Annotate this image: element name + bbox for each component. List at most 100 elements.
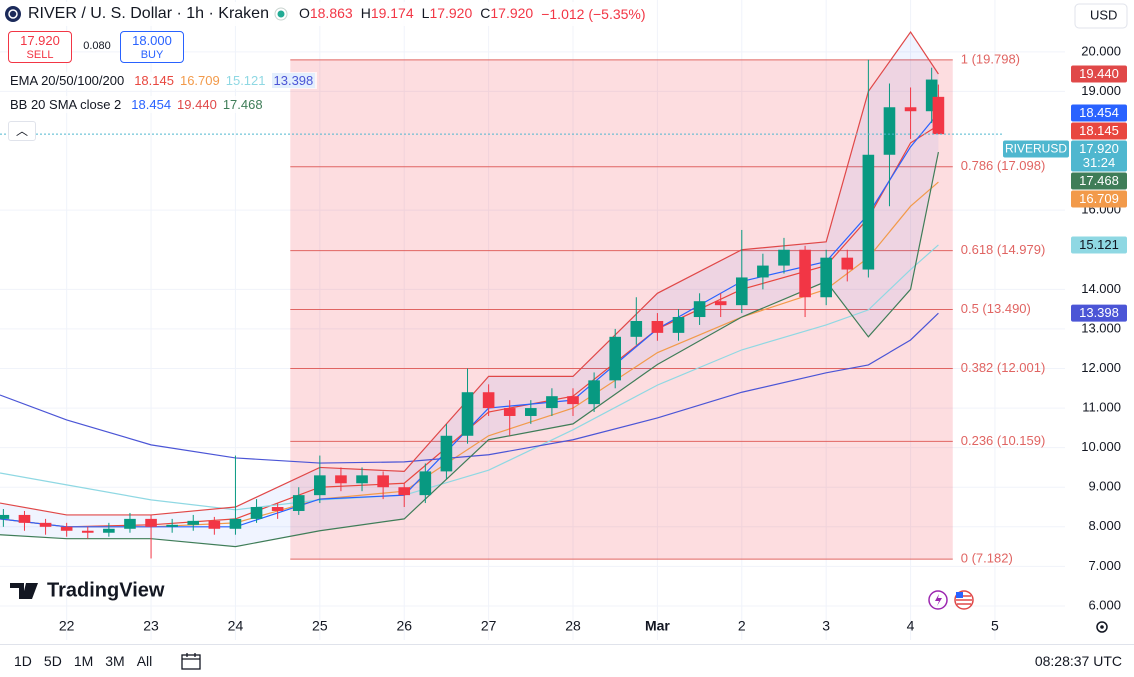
symbol-tag xyxy=(1003,140,1069,158)
candle-body xyxy=(799,249,811,298)
candle-body xyxy=(672,317,685,333)
candle-body xyxy=(18,514,31,523)
price-tag-label: 15.121 xyxy=(1079,237,1119,252)
price-tag-label: 18.145 xyxy=(1079,123,1119,138)
y-tick-label: 12.000 xyxy=(1081,360,1121,375)
candle-body xyxy=(377,475,389,488)
range-button[interactable]: 1M xyxy=(73,653,94,669)
x-tick-label: 27 xyxy=(481,618,497,634)
lightning xyxy=(935,594,942,606)
lightning-icon[interactable] xyxy=(928,590,948,610)
ema-value: 18.145 xyxy=(134,73,174,88)
ohlc-key: O xyxy=(298,5,310,21)
candle-body xyxy=(356,475,368,484)
countdown: 31:24 xyxy=(1083,155,1116,170)
currency-button[interactable] xyxy=(1074,3,1128,29)
price-tag-label: 17.468 xyxy=(1079,173,1119,188)
symbol-icon xyxy=(5,6,21,22)
range-button[interactable]: All xyxy=(136,653,153,669)
candle-body xyxy=(904,107,917,112)
range-button[interactable]: 1D xyxy=(14,653,32,669)
flag-canton xyxy=(956,592,963,598)
sell-label: SELL xyxy=(26,49,54,61)
toolbar: 1D 5D 1M 3M All 08:28:37 UTC xyxy=(0,644,1134,677)
candle-body xyxy=(440,435,453,472)
ohlc: O18.863 H19.174 L17.920 C17.920 xyxy=(291,5,533,23)
buy-button[interactable]: 18.000 BUY xyxy=(120,31,184,63)
range-button[interactable]: 3M xyxy=(105,653,125,669)
spread: 0.080 xyxy=(83,40,111,52)
fib-label: 1 (19.798) xyxy=(961,51,1020,66)
bb-value: 18.454 xyxy=(131,97,172,112)
candle-body xyxy=(271,507,284,511)
x-tick-label: 2 xyxy=(738,618,746,634)
x-tick-label: Mar xyxy=(645,618,670,634)
change: −1.012 (−5.35%) xyxy=(541,6,646,22)
ohlc-value: 18.863 xyxy=(309,5,353,21)
candle-body xyxy=(567,396,579,405)
y-tick-label: 14.000 xyxy=(1081,281,1121,296)
candle-body xyxy=(778,249,790,266)
price-tag-label: 13.398 xyxy=(1079,305,1119,320)
bb-value: 17.468 xyxy=(222,97,263,112)
range-button[interactable]: 5D xyxy=(43,653,62,669)
indicator-line xyxy=(0,312,939,464)
x-tick-label: 26 xyxy=(396,618,412,634)
candle-body xyxy=(820,257,832,298)
candle-body xyxy=(250,507,263,519)
fib-label: 0.5 (13.490) xyxy=(961,301,1031,316)
logo: TradingView xyxy=(10,579,165,601)
candle-body xyxy=(841,257,854,270)
ohlc-item: L17.920 xyxy=(422,5,473,21)
axes: 22 23 24 25 26 27 28 Mar 2 3 4 520.00019.00016.0001… xyxy=(0,43,1127,634)
x-tick-label: 28 xyxy=(565,618,581,634)
candle-body xyxy=(588,380,600,405)
y-tick-label: 8.000 xyxy=(1088,518,1121,533)
fib-retracement: 1 (19.798) 0.786 (17.098) 0.618 (14.979) 0.… xyxy=(290,51,1046,566)
ema-value: 15.121 xyxy=(225,73,266,88)
ohlc-value: 17.920 xyxy=(490,5,534,21)
buy-price: 18.000 xyxy=(132,33,172,48)
status-dot xyxy=(274,7,288,21)
candle-body xyxy=(0,514,10,519)
sell-price: 17.920 xyxy=(20,33,60,48)
calendar-icon[interactable] xyxy=(180,651,202,671)
x-tick-label: 5 xyxy=(991,618,999,634)
fib-label: 0.786 (17.098) xyxy=(961,158,1046,173)
y-tick-label: 13.000 xyxy=(1081,320,1121,335)
candle-body xyxy=(651,320,664,333)
ohlc-key: L xyxy=(421,5,430,21)
symbol: RIVER / U. S. Dollar · 1h · Kraken xyxy=(28,5,269,22)
candle-body xyxy=(229,518,242,529)
ohlc-item: O18.863 xyxy=(299,5,353,21)
x-tick-label: 4 xyxy=(907,618,915,634)
price-tag xyxy=(1071,65,1127,83)
candle-body xyxy=(630,320,643,337)
price-tag xyxy=(1071,236,1127,254)
y-tick-label: 10.000 xyxy=(1081,439,1121,454)
candle-body xyxy=(862,154,875,270)
price-tag xyxy=(1071,104,1127,122)
candle-body xyxy=(735,277,748,306)
y-tick-label: 9.000 xyxy=(1088,479,1121,494)
collapse-button[interactable]: ︿ xyxy=(8,121,36,141)
logo-mark xyxy=(10,583,38,599)
indicator-line xyxy=(0,151,940,548)
price-tag-label: 18.454 xyxy=(1079,105,1119,120)
bb-legend: BB 20 SMA close 2 18.454 19.440 17.468 xyxy=(8,96,265,113)
candle-body xyxy=(81,530,94,533)
sell-button[interactable]: 17.920 SELL xyxy=(8,31,72,63)
candle-body xyxy=(693,301,706,318)
price-tag-label: 16.709 xyxy=(1079,191,1119,206)
candle-body xyxy=(39,522,52,527)
candle-body xyxy=(145,518,157,527)
candle-body xyxy=(482,392,495,409)
candle-body xyxy=(314,475,326,496)
y-tick-label: 7.000 xyxy=(1088,558,1121,573)
x-tick-label: 23 xyxy=(143,618,159,634)
candle-body xyxy=(932,96,945,135)
settings-icon[interactable] xyxy=(1096,621,1108,633)
candle-body xyxy=(292,495,305,511)
x-tick-label: 3 xyxy=(822,618,830,634)
